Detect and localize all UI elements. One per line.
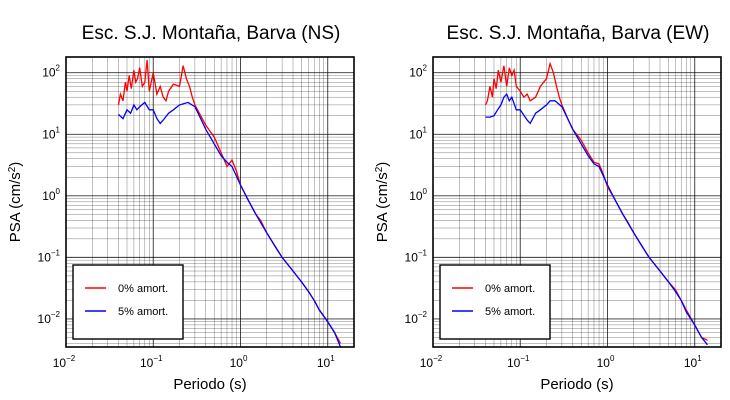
x-tick-exp: 1 (330, 354, 335, 363)
y-tick-exp: −1 (51, 248, 61, 257)
y-tick-exp: 0 (56, 187, 61, 196)
y-tick-exp: −1 (418, 248, 428, 257)
y-tick-base: 10 (42, 127, 56, 141)
series-line-5pct-ew (485, 92, 709, 346)
y-tick-exp: 1 (56, 125, 61, 134)
y-tick-exp: −2 (418, 310, 428, 319)
x-tick-labels-ns: 10−2 10−1 100 101 (53, 354, 335, 370)
y-tick-base: 10 (409, 127, 423, 141)
x-tick-exp: −1 (153, 354, 163, 363)
y-tick-label: 100 (409, 187, 427, 203)
x-tick-exp: 0 (243, 354, 248, 363)
x-tick-base: 10 (230, 356, 244, 370)
series-group-ns (117, 60, 342, 348)
y-tick-base: 10 (38, 250, 52, 264)
legend-label-5pct-ew: 5% amort. (485, 306, 535, 318)
plot-frame-ns (65, 56, 355, 348)
y-axis-label-main-ew: PSA (cm/s (374, 172, 391, 242)
y-tick-label: 102 (409, 64, 427, 80)
y-axis-label-end-ns: ) (7, 162, 24, 167)
x-tick-label: 10−1 (140, 354, 163, 370)
legend-label-5pct-ns: 5% amort. (118, 306, 168, 318)
y-tick-label: 102 (42, 64, 60, 80)
x-tick-base: 10 (317, 356, 331, 370)
x-tick-label: 100 (597, 354, 615, 370)
chart-panel-ns: Esc. S.J. Montaña, Barva (NS) 10−2 10−1 10… (7, 23, 355, 393)
y-tick-label: 101 (409, 125, 427, 141)
legend-label-0pct-ns: 0% amort. (118, 283, 168, 295)
y-tick-label: 101 (42, 125, 60, 141)
x-tick-label: 101 (317, 354, 335, 370)
x-tick-exp: −2 (433, 354, 443, 363)
y-tick-label: 10−2 (38, 310, 61, 326)
x-tick-exp: −1 (520, 354, 530, 363)
x-tick-base: 10 (140, 356, 154, 370)
legend-ns: 0% amort. 5% amort. (72, 264, 184, 340)
y-tick-label: 10−1 (38, 248, 61, 264)
y-axis-label-main-ns: PSA (cm/s (7, 172, 24, 242)
x-tick-label: 10−2 (53, 354, 76, 370)
y-tick-base: 10 (405, 312, 419, 326)
y-tick-base: 10 (409, 66, 423, 80)
y-tick-base: 10 (38, 312, 52, 326)
x-tick-exp: 1 (697, 354, 702, 363)
y-axis-label-sup-ew: 2 (374, 166, 385, 172)
y-tick-base: 10 (42, 189, 56, 203)
x-tick-label: 100 (230, 354, 248, 370)
legend-box-ns (72, 264, 184, 340)
y-tick-exp: 2 (56, 64, 61, 73)
y-tick-base: 10 (405, 250, 419, 264)
y-tick-label: 10−1 (405, 248, 428, 264)
y-tick-base: 10 (42, 66, 56, 80)
x-tick-base: 10 (684, 356, 698, 370)
grid-ns (66, 57, 354, 347)
y-axis-label-sup-ns: 2 (7, 166, 18, 172)
x-tick-label: 101 (684, 354, 702, 370)
y-tick-label: 100 (42, 187, 60, 203)
x-tick-label: 10−1 (507, 354, 530, 370)
chart-panel-ew: Esc. S.J. Montaña, Barva (EW) 10−2 10−1 10… (374, 23, 722, 393)
y-axis-label-ew: PSA (cm/s2) (374, 162, 392, 243)
x-axis-label-ew: Periodo (s) (540, 376, 613, 393)
chart-title-ns: Esc. S.J. Montaña, Barva (NS) (82, 23, 341, 44)
series-group-ew (484, 61, 709, 346)
y-tick-label: 10−2 (405, 310, 428, 326)
x-tick-base: 10 (507, 356, 521, 370)
y-axis-label-end-ew: ) (374, 162, 391, 167)
plot-frame-ew (432, 56, 722, 348)
y-tick-base: 10 (409, 189, 423, 203)
y-tick-exp: 2 (423, 64, 428, 73)
x-tick-labels-ew: 10−2 10−1 100 101 (420, 354, 702, 370)
x-tick-exp: 0 (610, 354, 615, 363)
legend-ew: 0% amort. 5% amort. (439, 264, 551, 340)
y-tick-exp: 0 (423, 187, 428, 196)
x-tick-exp: −2 (66, 354, 76, 363)
y-axis-label-ns: PSA (cm/s2) (7, 162, 25, 243)
x-axis-label-ns: Periodo (s) (173, 376, 246, 393)
x-tick-base: 10 (597, 356, 611, 370)
legend-label-0pct-ew: 0% amort. (485, 283, 535, 295)
series-line-5pct-ns (118, 101, 342, 348)
x-tick-label: 10−2 (420, 354, 443, 370)
x-tick-base: 10 (420, 356, 434, 370)
x-tick-base: 10 (53, 356, 67, 370)
chart-title-ew: Esc. S.J. Montaña, Barva (EW) (447, 23, 710, 44)
legend-box-ew (439, 264, 551, 340)
y-tick-exp: 1 (423, 125, 428, 134)
y-tick-exp: −2 (51, 310, 61, 319)
